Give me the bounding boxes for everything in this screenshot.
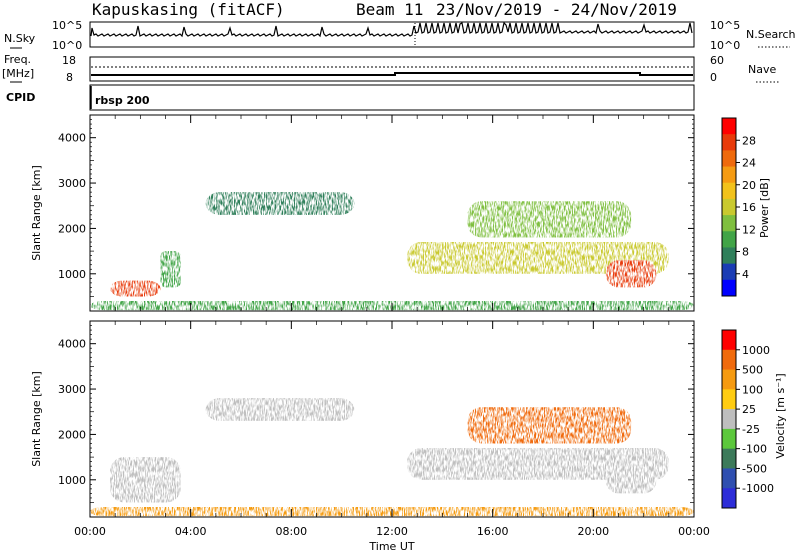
power-colorbar-segment <box>722 118 736 135</box>
power-colorbar-tick-label: 24 <box>742 157 756 170</box>
power-colorbar-segment <box>722 215 736 232</box>
velocity-echo-region <box>407 448 669 480</box>
power-colorbar-tick-label: 20 <box>742 179 756 192</box>
velocity-echo-region <box>605 466 657 494</box>
power-colorbar-segment <box>722 150 736 168</box>
power-colorbar-segment <box>722 134 736 151</box>
velocity-y-tick-label: 2000 <box>58 428 86 441</box>
power-y-ticks: 1000 2000 3000 4000 <box>58 119 694 297</box>
velocity-y-tick-label: 3000 <box>58 383 86 396</box>
velocity-colorbar-tick-label: -25 <box>742 423 760 436</box>
freq-strip-frame <box>89 56 695 82</box>
cpid-label: CPID <box>6 91 35 104</box>
nave-label: Nave <box>748 63 776 76</box>
power-colorbar-segment <box>722 263 736 281</box>
power-echo-region <box>467 201 632 238</box>
power-y-tick-label: 1000 <box>58 268 86 281</box>
velocity-colorbar-segment <box>722 369 736 390</box>
power-colorbar-tick-label: 8 <box>742 246 749 259</box>
nsearch-tick-bottom: 10^0 <box>710 39 740 52</box>
velocity-colorbar-label: Velocity [m s⁻¹] <box>774 373 787 458</box>
power-echo-region <box>160 251 181 288</box>
velocity-colorbar-tick-label: 25 <box>742 403 756 416</box>
nsky-tick-top: 10^5 <box>52 19 82 32</box>
power-panel-data <box>90 192 694 311</box>
freq-label: Freq. <box>4 53 31 66</box>
nsearch-tick-top: 10^5 <box>710 19 740 32</box>
nsearch-label: N.Search <box>746 28 796 41</box>
power-colorbar-segment <box>722 166 736 184</box>
time-x-ticks: 00:00 04:00 08:00 12:00 16:00 20:00 00:00 <box>74 115 710 538</box>
power-echo-region <box>205 192 355 215</box>
power-colorbar: 28 24 20 16 12 8 4 <box>721 117 756 297</box>
velocity-echo-region <box>467 407 632 444</box>
velocity-colorbar-segment <box>722 389 736 410</box>
power-colorbar-label: Power [dB] <box>758 178 771 238</box>
beam-label: Beam 11 <box>356 0 423 19</box>
velocity-colorbar: 1000 500 100 25 -25 -100 -500 -1000 <box>721 329 774 509</box>
nave-tick-bottom: 0 <box>710 71 717 84</box>
velocity-colorbar-segment <box>722 409 736 430</box>
x-tick-label: 04:00 <box>175 525 207 538</box>
freq-tick-top: 18 <box>62 54 76 67</box>
nsky-label: N.Sky <box>4 32 36 45</box>
power-colorbar-tick-label: 28 <box>742 134 756 147</box>
velocity-colorbar-tick-label: 1000 <box>742 344 770 357</box>
velocity-colorbar-segment <box>722 330 736 351</box>
velocity-colorbar-segment <box>722 488 736 509</box>
power-y-tick-label: 2000 <box>58 222 86 235</box>
freq-tick-bottom: 8 <box>66 71 73 84</box>
power-y-tick-label: 3000 <box>58 177 86 190</box>
power-colorbar-segment <box>722 231 736 248</box>
power-colorbar-segment <box>722 182 736 200</box>
cpid-strip-frame <box>89 84 695 111</box>
velocity-y-axis-label: Slant Range [km] <box>30 371 43 467</box>
nsky-trace <box>90 21 693 38</box>
velocity-panel-data <box>90 398 694 517</box>
power-colorbar-segment <box>722 198 736 216</box>
power-colorbar-tick-label: 16 <box>742 201 756 214</box>
velocity-colorbar-segment <box>722 428 736 450</box>
velocity-y-ticks: 1000 2000 3000 4000 <box>58 325 694 503</box>
power-y-axis-label: Slant Range [km] <box>30 165 43 261</box>
velocity-colorbar-tick-label: -500 <box>742 462 767 475</box>
x-tick-label: 20:00 <box>577 525 609 538</box>
velocity-colorbar-tick-label: -1000 <box>742 482 774 495</box>
power-colorbar-segment <box>722 247 736 265</box>
velocity-colorbar-tick-label: -100 <box>742 443 767 456</box>
x-tick-label: 08:00 <box>275 525 307 538</box>
x-tick-label: 00:00 <box>678 525 710 538</box>
velocity-y-tick-label: 4000 <box>58 338 86 351</box>
velocity-colorbar-segment <box>722 448 736 469</box>
power-y-tick-label: 4000 <box>58 132 86 145</box>
velocity-echo-region <box>205 398 355 421</box>
freq-unit: [MHz] <box>2 67 34 80</box>
time-x-axis-label: Time UT <box>368 540 414 553</box>
freq-trace <box>91 72 693 76</box>
velocity-y-tick-label: 1000 <box>58 474 86 487</box>
velocity-colorbar-tick-label: 100 <box>742 383 763 396</box>
x-tick-label: 16:00 <box>477 525 509 538</box>
power-colorbar-tick-label: 12 <box>742 223 756 236</box>
velocity-colorbar-frame <box>721 329 737 509</box>
velocity-colorbar-segment <box>722 468 736 489</box>
power-colorbar-segment <box>722 279 736 297</box>
power-echo-region <box>407 242 669 274</box>
nsky-tick-bottom: 10^0 <box>52 39 82 52</box>
velocity-echo-region <box>110 457 181 503</box>
nave-tick-top: 60 <box>710 54 724 67</box>
x-tick-label: 12:00 <box>376 525 408 538</box>
velocity-colorbar-tick-label: 500 <box>742 364 763 377</box>
velocity-colorbar-segment <box>722 349 736 371</box>
station-title: Kapuskasing (fitACF) <box>92 0 285 19</box>
date-range: 23/Nov/2019 - 24/Nov/2019 <box>436 0 677 19</box>
power-echo-region <box>605 260 657 288</box>
power-echo-region <box>110 280 161 297</box>
x-tick-label: 00:00 <box>74 525 106 538</box>
power-colorbar-tick-label: 4 <box>742 268 749 281</box>
nsky-strip-frame <box>89 21 695 48</box>
program-name: rbsp 200 <box>95 94 150 107</box>
